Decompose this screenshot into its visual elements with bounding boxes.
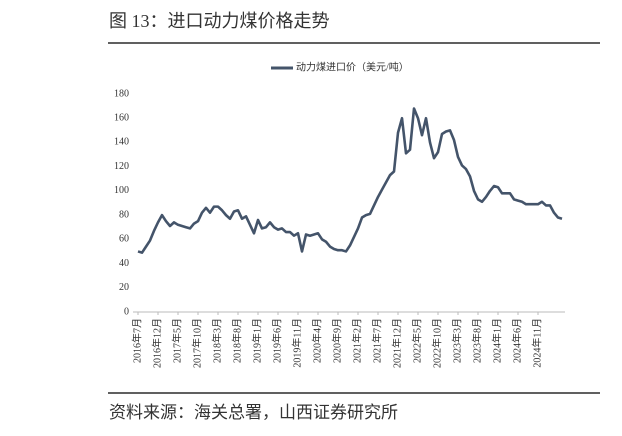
x-tick-label: 2021年2月 [350,318,363,363]
x-tick-label: 2017年10月 [190,318,203,368]
y-tick-label: 100 [114,185,129,196]
y-tick-label: 180 [114,88,129,99]
x-tick-label: 2020年4月 [310,318,323,363]
x-tick-label: 2019年11月 [290,318,303,368]
x-tick-label: 2016年12月 [150,318,163,368]
x-tick-label: 2016年7月 [130,318,143,363]
y-tick-label: 120 [114,161,129,172]
series-line [137,107,563,254]
x-tick-label: 2019年6月 [270,318,283,363]
legend-label: 动力煤进口价（美元/吨） [296,60,409,73]
x-tick-label: 2023年3月 [450,318,463,363]
x-tick-label: 2024年1月 [490,318,503,363]
x-tick-label: 2024年11月 [530,318,543,368]
x-tick-label: 2018年3月 [210,318,223,363]
y-tick-label: 0 [124,306,129,317]
x-tick-label: 2021年7月 [370,318,383,363]
x-tick-label: 2018年8月 [230,318,243,363]
x-tick-label: 2024年6月 [510,318,523,363]
x-tick-label: 2022年5月 [410,318,423,363]
x-tick-label: 2022年10月 [430,318,443,368]
x-tick-label: 2020年9月 [330,318,343,363]
y-tick-label: 60 [119,234,129,245]
x-tick-label: 2023年8月 [470,318,483,363]
x-tick-label: 2021年12月 [390,318,403,368]
source: 资料来源：海关总署，山西证券研究所 [109,403,398,422]
x-tick-label: 2017年5月 [170,318,183,363]
x-tick-label: 2019年1月 [250,318,263,363]
y-tick-label: 20 [119,282,129,293]
y-tick-label: 140 [114,137,129,148]
y-tick-label: 40 [119,258,129,269]
figure-title: 图 13：进口动力煤价格走势 [109,11,330,31]
y-tick-label: 80 [119,209,129,220]
y-tick-label: 160 [114,113,129,124]
